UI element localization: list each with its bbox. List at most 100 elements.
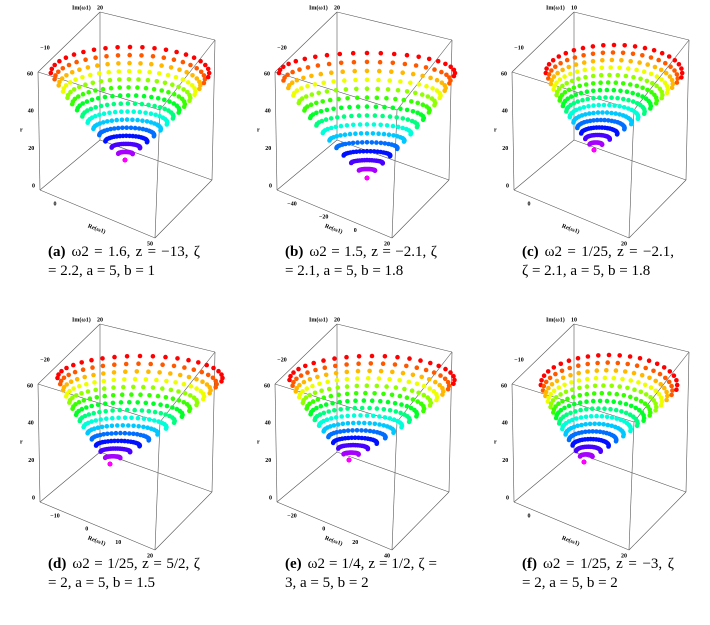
- surface-point: [66, 372, 71, 378]
- surface-point: [111, 101, 117, 107]
- surface-point: [368, 361, 374, 366]
- tick-label: −10: [40, 45, 49, 51]
- surface-point: [333, 363, 338, 369]
- surface-point: [377, 414, 382, 419]
- surface-point: [324, 417, 330, 422]
- surface-point: [380, 161, 385, 166]
- surface-point: [657, 371, 663, 377]
- surface-point: [641, 69, 647, 74]
- surface-point: [191, 367, 197, 372]
- surface-point: [326, 386, 332, 392]
- surface-point: [174, 49, 179, 55]
- surface-point: [387, 416, 393, 421]
- surface-point: [354, 383, 360, 389]
- surface-point: [147, 393, 152, 398]
- box-edge: [159, 39, 216, 111]
- surface-point: [324, 107, 330, 113]
- surface-point: [398, 79, 403, 84]
- surface-point: [666, 54, 672, 59]
- surface-point: [404, 403, 410, 409]
- surface-point: [609, 110, 614, 116]
- surface-point: [604, 368, 609, 373]
- surface-point: [591, 118, 596, 123]
- box-edge: [391, 491, 450, 551]
- surface-point: [558, 407, 564, 413]
- surface-point: [410, 372, 416, 378]
- surface-point: [118, 430, 123, 436]
- surface-point: [199, 369, 205, 375]
- surface-point: [577, 393, 583, 398]
- surface-point: [133, 93, 139, 98]
- surface-point: [82, 413, 88, 419]
- surface-point: [188, 393, 193, 398]
- surface-point: [139, 101, 145, 107]
- surface-point: [664, 389, 669, 395]
- surface-point: [585, 96, 590, 102]
- surface-point: [591, 103, 596, 108]
- surface-point: [74, 59, 79, 65]
- surface-point: [344, 369, 350, 375]
- surface-point: [398, 106, 403, 112]
- surface-point: [576, 76, 581, 82]
- surface-point: [402, 386, 407, 392]
- surface-point: [674, 378, 679, 383]
- surface-point: [406, 379, 412, 385]
- surface-point: [154, 377, 159, 383]
- surface-point: [176, 110, 181, 115]
- surface-point: [345, 428, 351, 433]
- surface-point: [599, 414, 605, 419]
- surface-point: [198, 69, 204, 75]
- tick-label: 20: [621, 241, 627, 247]
- surface-point: [549, 382, 555, 387]
- surface-point: [166, 90, 171, 95]
- box-edge: [154, 179, 213, 239]
- surface-point: [149, 94, 154, 100]
- surface-point: [421, 408, 426, 414]
- surface-point: [423, 65, 429, 70]
- surface-point: [569, 78, 575, 84]
- surface-point: [332, 356, 337, 361]
- box-edge: [391, 109, 398, 239]
- surface-point: [591, 88, 596, 94]
- surface-point: [98, 103, 104, 109]
- surface-point: [303, 363, 308, 369]
- surface-point: [662, 80, 668, 85]
- surface-point: [545, 369, 551, 374]
- surface-point: [566, 64, 572, 70]
- surface-point: [146, 369, 151, 374]
- surface-point: [563, 389, 569, 395]
- surface-point: [90, 80, 96, 86]
- surface-point: [132, 407, 137, 413]
- caption-label: (c): [522, 244, 539, 260]
- tick-label: 60: [501, 383, 507, 389]
- surface-point: [111, 377, 117, 383]
- surface-point: [301, 379, 307, 385]
- surface-point: [110, 93, 115, 99]
- surface-point: [130, 117, 135, 123]
- surface-point: [351, 59, 357, 65]
- surface: [48, 44, 212, 163]
- box-edge: [513, 189, 630, 239]
- axis-label: Re(ω1): [87, 223, 107, 236]
- surface-point: [131, 384, 136, 390]
- axis-label: Im(ω1): [546, 4, 565, 11]
- surface-point: [79, 391, 84, 396]
- tick-label: 0: [528, 201, 531, 207]
- surface-point: [84, 381, 89, 387]
- surface-point: [116, 415, 121, 421]
- surface-point: [72, 96, 78, 102]
- surface-point: [341, 428, 347, 434]
- surface-point: [400, 370, 406, 376]
- surface-point: [594, 429, 599, 434]
- surface-point: [664, 397, 669, 403]
- surface-point: [157, 370, 162, 375]
- surface-point: [126, 85, 131, 90]
- caption-text: ω2 = 1/25, z = −2.1, ζ = 2.1, a = 5, b =…: [522, 244, 674, 279]
- surface-point: [404, 107, 410, 113]
- surface-point: [654, 83, 659, 89]
- surface-point: [136, 361, 141, 366]
- surface-point: [103, 46, 108, 51]
- surface-point: [592, 383, 598, 389]
- surface-point: [626, 97, 631, 103]
